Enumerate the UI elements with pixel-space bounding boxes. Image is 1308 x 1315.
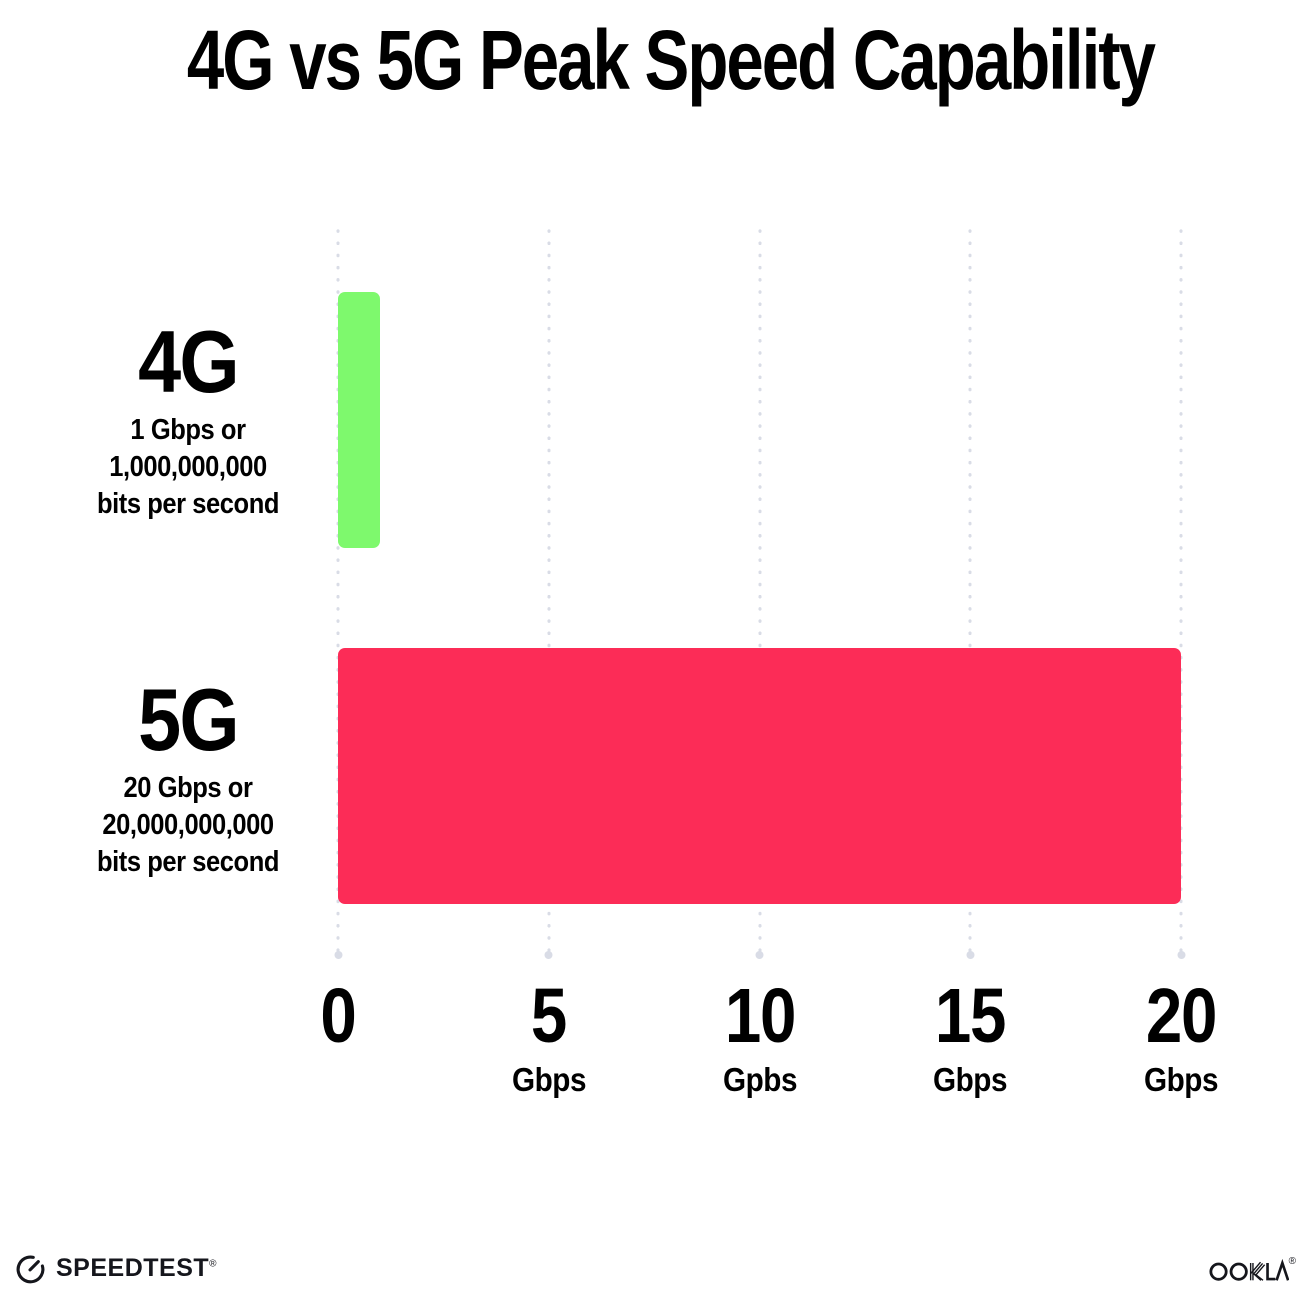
speedtest-gauge-icon	[14, 1252, 47, 1285]
ookla-trademark: ®	[1288, 1256, 1296, 1267]
bar-5g	[338, 648, 1181, 904]
x-tick-20-unit: Gbps	[1143, 1061, 1219, 1098]
chart-title-text: 4G vs 5G Peak Speed Capability	[186, 13, 1155, 107]
x-tick-20: 20 Gbps	[1140, 978, 1223, 1099]
speedtest-wordmark: SPEEDTEST®	[56, 1256, 217, 1281]
ookla-wordmark-icon	[1209, 1256, 1289, 1284]
x-tick-10-unit: Gpbs	[722, 1061, 797, 1098]
x-tick-15: 15 Gbps	[929, 978, 1012, 1099]
x-tick-15-value: 15	[935, 973, 1007, 1059]
speedtest-logo: SPEEDTEST®	[14, 1252, 217, 1285]
category-label-5g: 5G 20 Gbps or 20,000,000,000 bits per se…	[56, 676, 320, 881]
speedtest-trademark: ®	[209, 1258, 217, 1270]
ookla-logo: ®	[1209, 1256, 1296, 1284]
x-tick-10: 10 Gpbs	[718, 978, 801, 1099]
category-label-5g-title: 5G	[138, 670, 240, 769]
speedtest-wordmark-text: SPEEDTEST	[56, 1254, 210, 1282]
category-label-4g-sub-1: 1 Gbps or	[130, 414, 246, 446]
x-axis: 0 5 Gbps 10 Gpbs 15 Gbps 20 Gbps	[320, 978, 1218, 1108]
category-label-5g-sub-2: 20,000,000,000	[102, 809, 274, 842]
x-tick-15-unit: Gbps	[933, 1061, 1008, 1098]
category-label-4g-sub-2: 1,000,000,000	[109, 451, 267, 484]
category-label-4g-title: 4G	[138, 312, 240, 411]
x-tick-0-value: 0	[320, 973, 356, 1059]
gridline-0	[334, 225, 342, 956]
gridline-15	[966, 225, 974, 956]
x-tick-5: 5 Gbps	[508, 978, 590, 1099]
gridline-5	[545, 225, 553, 956]
bar-4g	[338, 292, 381, 548]
gridline-20	[1177, 225, 1185, 956]
x-tick-20-value: 20	[1145, 973, 1218, 1059]
x-tick-5-value: 5	[531, 973, 567, 1059]
category-label-5g-sub-1: 20 Gbps or	[123, 772, 253, 804]
category-label-4g-sub-3: bits per second	[96, 488, 279, 521]
category-label-4g: 4G 1 Gbps or 1,000,000,000 bits per seco…	[56, 318, 320, 523]
gridline-10	[756, 225, 763, 956]
chart-title: 4G vs 5G Peak Speed Capability	[0, 16, 1308, 104]
category-label-5g-sub-3: bits per second	[96, 846, 279, 879]
x-tick-10-value: 10	[724, 973, 796, 1059]
plot-area	[334, 225, 1185, 956]
x-tick-0: 0	[317, 978, 358, 1061]
x-tick-5-unit: Gbps	[511, 1061, 587, 1098]
